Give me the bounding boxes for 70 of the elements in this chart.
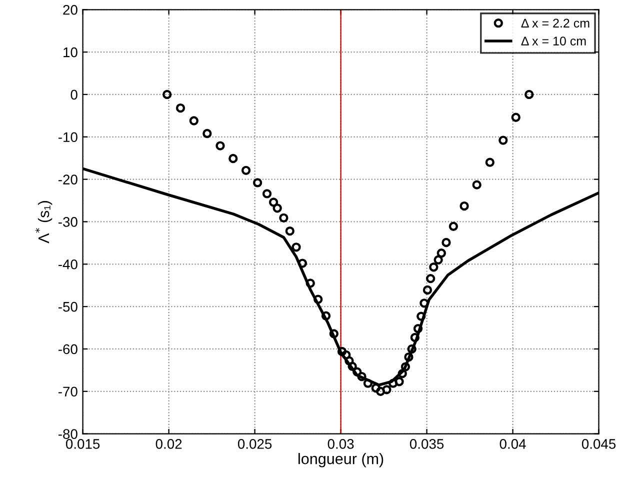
point	[298, 258, 308, 268]
point	[268, 198, 278, 207]
y-tick-label: -80	[58, 429, 78, 439]
x-tick-label: 0.04	[500, 439, 526, 449]
point	[422, 285, 432, 295]
point	[426, 274, 436, 284]
point	[337, 346, 347, 356]
y-tick-label: -60	[58, 344, 78, 354]
point	[498, 136, 508, 145]
point	[241, 166, 251, 175]
point	[460, 201, 469, 211]
point	[407, 344, 416, 354]
point	[285, 226, 294, 236]
legend-label: Δ x = 2.2 cm	[521, 18, 590, 28]
x-tick-label: 0.045	[582, 439, 616, 449]
point	[363, 378, 373, 388]
y-tick-label: 0	[70, 90, 78, 100]
point	[434, 255, 443, 264]
point	[404, 352, 414, 362]
point	[413, 324, 423, 334]
y-tick-label: -50	[58, 302, 78, 312]
point	[436, 248, 446, 258]
y-tick-label: 20	[63, 4, 78, 15]
x-tick-label: 0.02	[156, 439, 182, 449]
point	[400, 362, 410, 372]
x-tick-label: 0.015	[66, 439, 100, 449]
legend-label: Δ x = 10 cm	[521, 36, 586, 46]
point	[416, 312, 426, 321]
point	[348, 362, 357, 371]
y-tick-label: -20	[58, 174, 78, 184]
y-tick-label: -30	[58, 217, 78, 227]
point	[216, 141, 225, 150]
x-tick-label: 0.025	[238, 439, 272, 449]
point	[382, 385, 392, 394]
point	[429, 262, 438, 272]
point	[252, 178, 262, 188]
point	[202, 128, 212, 138]
point	[448, 222, 458, 231]
x-tick-label: 0.03	[328, 439, 354, 449]
point	[272, 204, 282, 213]
point	[376, 386, 386, 396]
point	[357, 372, 366, 382]
point	[524, 90, 534, 100]
point	[292, 242, 301, 252]
point	[511, 112, 520, 122]
y-tick-label: -40	[58, 259, 78, 270]
x-axis-title: longueur (m)	[298, 452, 384, 468]
point	[321, 311, 331, 320]
y-tick-label: -70	[58, 386, 78, 397]
point	[388, 378, 398, 388]
point	[329, 329, 338, 338]
y-axis-title: Λ$^{*}$ (s₁)	[35, 201, 52, 244]
point	[485, 158, 494, 167]
point	[442, 238, 451, 248]
point	[228, 154, 238, 164]
point	[394, 377, 404, 386]
point	[398, 368, 407, 378]
point	[176, 103, 186, 113]
point	[472, 180, 482, 190]
point	[189, 116, 198, 126]
point	[410, 332, 420, 342]
y-tick-label: -10	[58, 132, 78, 142]
point	[314, 294, 323, 304]
point	[371, 383, 380, 393]
x-tick-label: 0.035	[410, 439, 444, 449]
y-tick-label: 10	[64, 47, 78, 58]
point	[279, 213, 288, 222]
point	[262, 189, 272, 198]
point	[306, 278, 315, 288]
point	[162, 90, 172, 100]
